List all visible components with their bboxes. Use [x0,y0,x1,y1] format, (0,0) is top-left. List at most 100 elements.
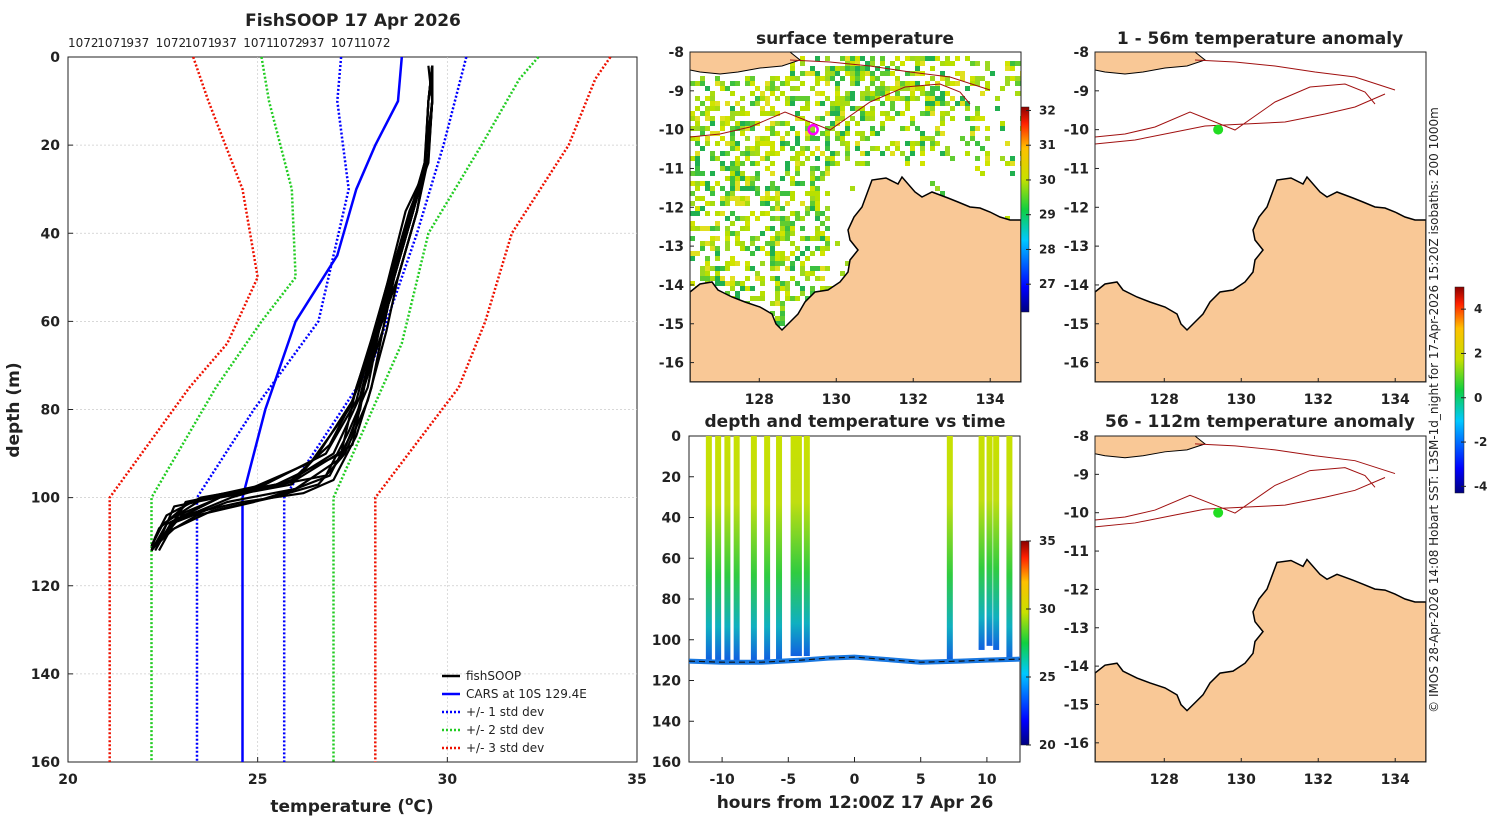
sst-pixel [815,201,820,206]
sst-pixel [775,131,780,136]
cast-id-label: 937 [214,36,237,50]
sst-pixel [775,111,780,116]
sst-pixel [840,271,845,276]
sst-pixel [810,181,815,186]
sst-pixel [750,81,755,86]
sst-pixel [860,161,865,166]
sst-pixel [690,256,695,261]
sst-pixel [730,256,735,261]
sst-pixel [885,146,890,151]
sst-pixel [820,116,825,121]
sst-pixel [775,251,780,256]
sst-pixel [930,91,935,96]
sst-pixel [770,301,775,306]
sst-pixel [785,76,790,81]
sst-pixel [985,66,990,71]
sst-pixel [840,101,845,106]
profile-y-tick: 100 [31,491,60,507]
sst-pixel [745,261,750,266]
time-depth-y-tick: 60 [662,551,682,567]
sst-pixel [805,211,810,216]
time-depth-colorbar-ticks: 35 30 25 20 [1026,534,1056,752]
sst-pixel [805,96,810,101]
sst-pixel [905,96,910,101]
sst-pixel [820,171,825,176]
sst-pixel [725,291,730,296]
sst-pixel [820,236,825,241]
sst-pixel [745,136,750,141]
sst-pixel [790,176,795,181]
time-depth-cast [764,436,771,661]
sst-pixel [695,126,700,131]
sst-pixel [770,236,775,241]
sst-pixel [780,316,785,321]
time-depth-cast [733,436,740,661]
sst-pixel [835,106,840,111]
sst-pixel [750,176,755,181]
anomaly-map-1-border [1094,51,1427,383]
sst-pixel [805,126,810,131]
sst-pixel [795,86,800,91]
sst-pixel [795,116,800,121]
sst-pixel [810,176,815,181]
sst-pixel [810,236,815,241]
sst-pixel [705,106,710,111]
sst-pixel [700,196,705,201]
sst-pixel [880,86,885,91]
sst-pixel [865,161,870,166]
sst-pixel [745,176,750,181]
sst-pixel [935,186,940,191]
sst-pixel [735,81,740,86]
sst-pixel [740,176,745,181]
sst-pixel [775,96,780,101]
sst-pixel [770,131,775,136]
sst-pixel [870,111,875,116]
sst-pixel [815,216,820,221]
sst-pixel [765,81,770,86]
sst-pixel [840,76,845,81]
sst-pixel [805,276,810,281]
legend-label: +/- 2 std dev [466,723,544,737]
sst-pixel [720,201,725,206]
sst-pixel [775,291,780,296]
sst-pixel [720,126,725,131]
sst-pixel [795,151,800,156]
sst-colorbar-ticks: 27 28 29 30 31 32 [1026,103,1056,291]
sst-pixel [785,266,790,271]
sst-pixel [755,276,760,281]
sst-pixel [970,131,975,136]
sst-pixel [915,71,920,76]
sst-pixel [765,166,770,171]
anomaly-map-1-panel: 1 - 56m temperature anomaly 128 130 132 134… [1064,29,1427,408]
sst-pixel [745,111,750,116]
sst-pixel [740,216,745,221]
sst-pixel [755,161,760,166]
sst-pixel [760,201,765,206]
legend-label: fishSOOP [466,669,521,683]
sst-pixel [705,96,710,101]
sst-pixel [820,101,825,106]
sst-pixel [865,61,870,66]
sst-pixel [790,191,795,196]
anomaly-map-2-title: 56 - 112m temperature anomaly [1105,412,1415,432]
sst-pixel [740,96,745,101]
sst-pixel [735,126,740,131]
sst-pixel [840,136,845,141]
sst-pixel [790,66,795,71]
sst-pixel [850,116,855,121]
sst-pixel [960,101,965,106]
sst-pixel [875,66,880,71]
fishsoop-cast-12 [150,65,434,552]
sst-pixel [775,321,780,326]
sst-pixel [1010,161,1015,166]
sst-pixel [765,191,770,196]
sst-pixel [760,276,765,281]
sst-pixel [1005,76,1010,81]
sst-pixel [780,191,785,196]
sst-pixel [890,106,895,111]
sst-pixel [860,71,865,76]
sst-pixel [710,151,715,156]
sst-pixel [970,136,975,141]
anom1-y-tick: -16 [1064,356,1089,372]
sst-pixel [820,251,825,256]
